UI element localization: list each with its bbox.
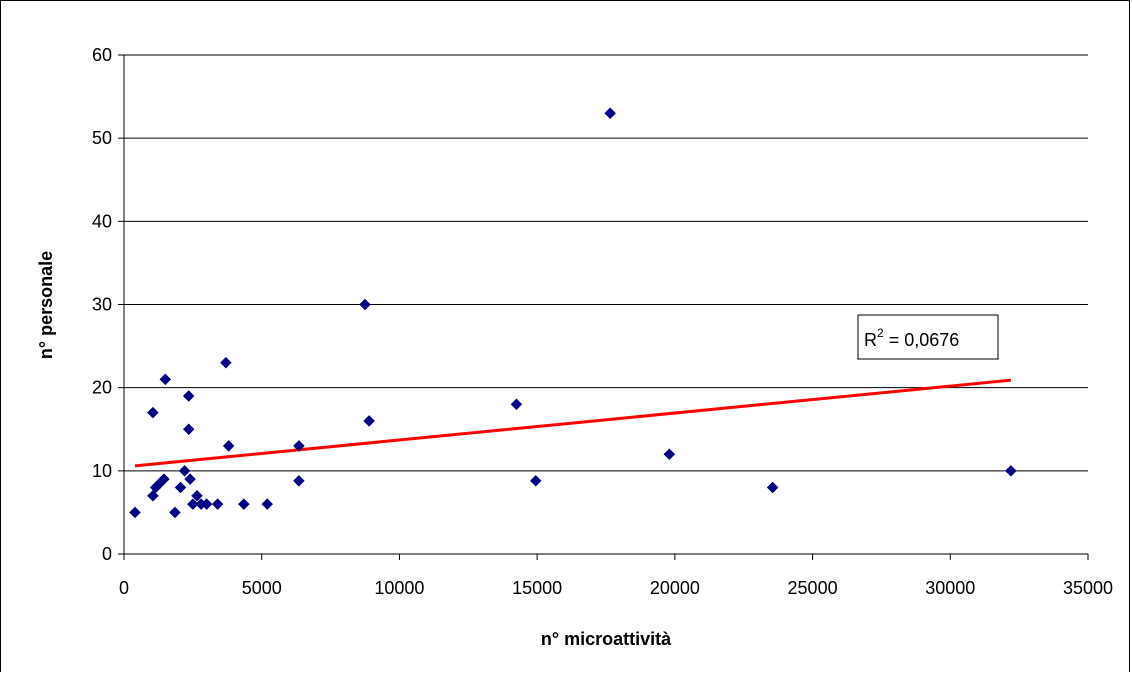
data-point xyxy=(147,406,159,419)
y-tick-labels: 0 10 20 30 40 50 60 xyxy=(92,45,112,564)
x-tick-label: 15000 xyxy=(512,578,562,598)
data-point xyxy=(359,298,371,311)
data-point xyxy=(182,423,195,436)
data-point xyxy=(237,498,250,510)
data-point xyxy=(663,448,676,461)
grid-lines xyxy=(124,54,1088,472)
y-tick-label: 0 xyxy=(102,544,112,564)
data-point xyxy=(200,498,213,510)
r-squared-superscript: 2 xyxy=(877,326,884,340)
data-point xyxy=(222,440,235,452)
y-tick-label: 20 xyxy=(92,378,112,398)
data-point xyxy=(187,498,199,510)
data-point xyxy=(191,489,203,502)
data-point xyxy=(529,474,542,487)
data-point xyxy=(169,506,181,519)
x-tick-label: 25000 xyxy=(788,578,838,598)
x-axis-title: n° microattività xyxy=(541,629,672,649)
x-tick-label: 10000 xyxy=(374,578,424,598)
y-tick-label: 50 xyxy=(92,128,112,148)
data-point xyxy=(766,481,779,494)
trendline xyxy=(134,378,1012,468)
data-point xyxy=(174,481,187,494)
r-squared-label: R2 = 0,0676 xyxy=(864,326,959,350)
data-point xyxy=(293,440,305,452)
x-tick-label: 35000 xyxy=(1063,578,1113,598)
r-squared-box xyxy=(857,314,999,360)
data-point xyxy=(1005,464,1017,477)
data-point xyxy=(184,473,196,486)
data-points xyxy=(129,107,1017,519)
data-point xyxy=(293,474,305,487)
data-point xyxy=(604,107,616,120)
x-tick-label: 20000 xyxy=(650,578,700,598)
data-point xyxy=(158,473,170,486)
y-tick-label: 40 xyxy=(92,211,112,231)
y-tick-label: 60 xyxy=(92,45,112,65)
data-point xyxy=(159,373,172,386)
data-point xyxy=(510,398,523,411)
y-tick-label: 10 xyxy=(92,461,112,481)
x-tick-label: 5000 xyxy=(242,578,282,598)
data-point xyxy=(220,356,232,369)
r-squared-value: = 0,0676 xyxy=(884,330,960,350)
x-tick-label: 0 xyxy=(119,578,129,598)
r-squared-annotation: R2 = 0,0676 xyxy=(857,314,999,360)
data-point xyxy=(129,506,141,519)
x-tick-label: 30000 xyxy=(925,578,975,598)
data-point xyxy=(261,498,274,510)
axes xyxy=(118,54,1089,560)
y-tick-label: 30 xyxy=(92,295,112,315)
data-point xyxy=(182,390,195,402)
data-point xyxy=(211,498,224,510)
data-point xyxy=(178,464,191,477)
trendline-layer xyxy=(134,378,1012,468)
x-tick-labels: 0 5000 10000 15000 20000 25000 30000 35000 xyxy=(119,578,1113,598)
data-point xyxy=(363,415,375,427)
r-squared-prefix: R xyxy=(864,330,877,350)
y-axis-title: n° personale xyxy=(36,251,56,359)
